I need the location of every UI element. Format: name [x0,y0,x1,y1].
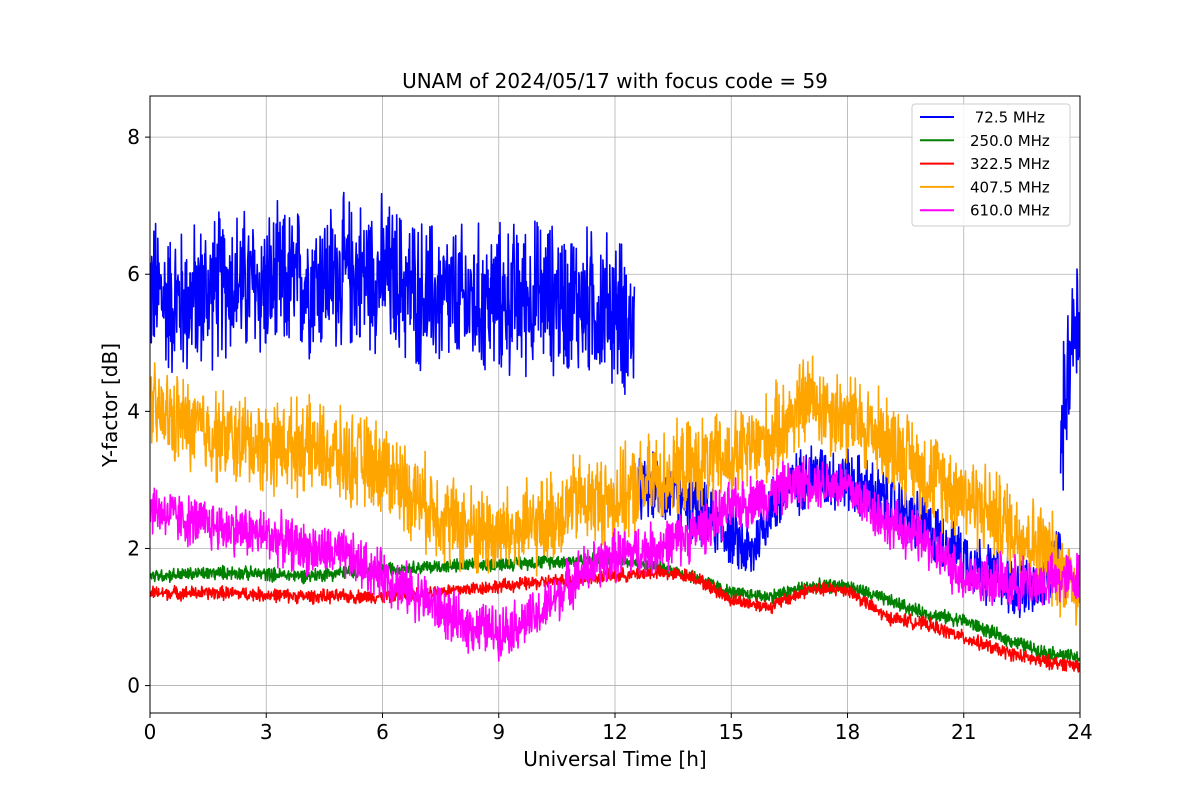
x-tick-label: 12 [602,720,627,744]
legend-label: 407.5 MHz [970,178,1050,196]
x-tick-label: 9 [492,720,505,744]
legend-label: 72.5 MHz [970,109,1045,127]
series-line [150,191,636,395]
x-tick-label: 15 [719,720,744,744]
series-line [150,455,1080,662]
series-group [150,191,1080,673]
y-tick-label: 8 [127,125,140,149]
x-tick-label: 3 [260,720,273,744]
legend-label: 250.0 MHz [970,132,1050,150]
legend-box [911,103,1071,227]
x-tick-label: 24 [1067,720,1092,744]
legend-label: 322.5 MHz [970,155,1050,173]
x-tick-label: 21 [951,720,976,744]
y-axis-label: Y-factor [dB] [98,343,122,468]
x-tick-label: 18 [835,720,860,744]
series-line [150,355,1080,626]
x-tick-label: 6 [376,720,389,744]
series-line [1059,268,1080,491]
legend: 72.5 MHz 250.0 MHz 322.5 MHz 407.5 MHz 610.0… [911,103,1071,227]
y-tick-label: 0 [127,674,140,698]
y-tick-label: 4 [127,399,140,423]
x-tick-label: 0 [144,720,157,744]
y-tick-label: 2 [127,536,140,560]
y-tick-label: 6 [127,262,140,286]
x-axis-label: Universal Time [h] [523,747,706,771]
legend-label: 610.0 MHz [970,202,1050,220]
chart-title: UNAM of 2024/05/17 with focus code = 59 [402,69,828,93]
